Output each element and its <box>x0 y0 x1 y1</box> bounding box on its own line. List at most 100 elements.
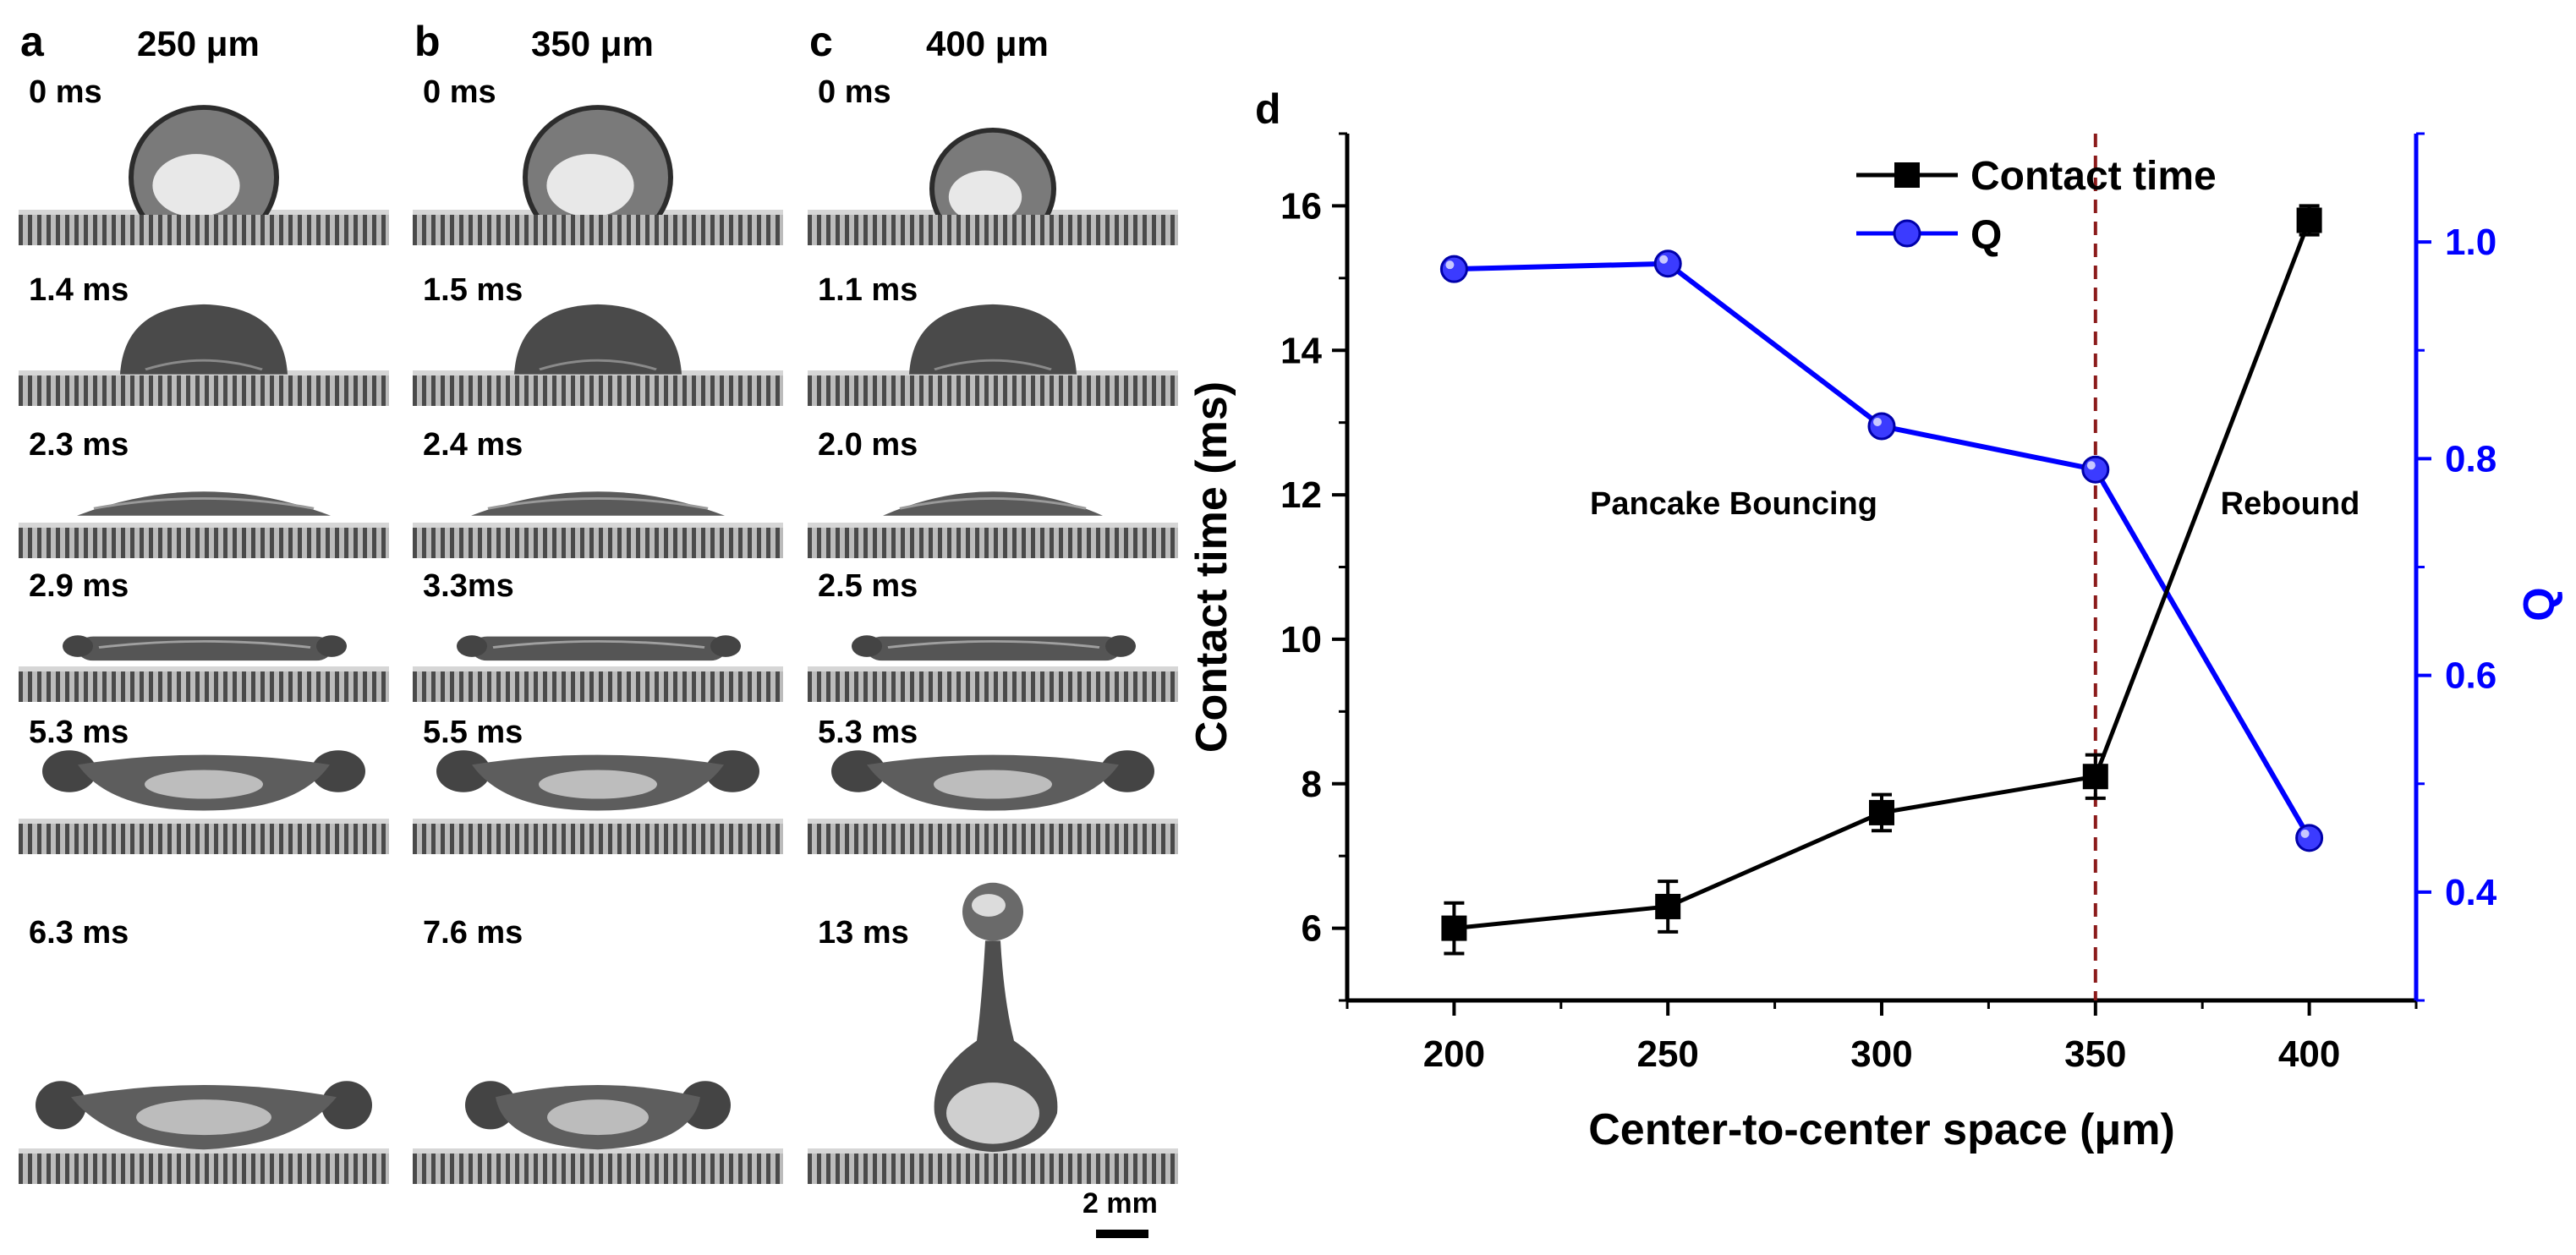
legend-q-marker <box>1893 219 1921 248</box>
time-label: 5.3 ms <box>29 715 129 750</box>
contact-time-data-point <box>1441 915 1467 941</box>
panel-letter-a: a <box>20 18 44 65</box>
time-label: 6.3 ms <box>29 915 129 951</box>
y2-tick-label: 0.6 <box>2445 655 2497 697</box>
droplet-frame <box>19 575 389 702</box>
substrate-pillars <box>808 528 1178 558</box>
panel-a-spacing-label: 250 μm <box>137 24 260 63</box>
droplet-frame <box>19 85 389 245</box>
legend-contact-time-marker <box>1894 162 1920 188</box>
time-label: 2.4 ms <box>423 427 523 463</box>
q-point-highlight <box>1659 255 1669 264</box>
q-data-point <box>1439 255 1468 283</box>
y-tick-label: 14 <box>1280 330 1322 371</box>
contact-time-data-point <box>2296 207 2322 233</box>
time-label: 2.5 ms <box>818 568 918 604</box>
droplet-image <box>36 1081 372 1150</box>
substrate-pillars <box>808 215 1178 245</box>
y2-tick-label: 1.0 <box>2445 222 2497 263</box>
substrate-pillars <box>413 824 783 854</box>
droplet-image <box>465 1081 731 1150</box>
droplet-frame <box>413 279 783 406</box>
scale-bar-label: 2 mm <box>1082 1187 1158 1219</box>
contact-time-data-point <box>2082 764 2108 790</box>
panel-b-spacing-label: 350 μm <box>531 24 654 63</box>
time-label: 3.3ms <box>423 568 514 604</box>
substrate-pillars <box>413 375 783 406</box>
substrate-pillars <box>808 824 1178 854</box>
time-label: 1.1 ms <box>818 272 918 308</box>
substrate-surface <box>808 666 1178 671</box>
substrate-pillars <box>413 1154 783 1184</box>
panel-c-spacing-label: 400 μm <box>926 24 1049 63</box>
time-label: 0 ms <box>29 74 102 110</box>
droplet-frame <box>413 431 783 558</box>
droplet-image <box>934 882 1058 1153</box>
q-data-point <box>2081 455 2110 484</box>
time-label: 2.0 ms <box>818 427 918 463</box>
droplet-image <box>63 635 347 661</box>
substrate-pillars <box>19 375 389 406</box>
x-tick-label: 250 <box>1636 1033 1698 1075</box>
time-label: 5.5 ms <box>423 715 523 750</box>
time-label: 0 ms <box>818 74 891 110</box>
droplet-frame <box>413 719 783 854</box>
droplet-frame <box>19 719 389 854</box>
droplet-image <box>929 128 1056 215</box>
substrate-surface <box>808 523 1178 528</box>
substrate-surface <box>808 819 1178 824</box>
substrate-pillars <box>413 671 783 702</box>
droplet-image <box>471 491 725 516</box>
substrate-surface <box>19 1148 389 1154</box>
substrate-surface <box>413 819 783 824</box>
droplet-image <box>457 635 741 661</box>
scale-bar <box>1096 1230 1148 1238</box>
droplet-image <box>77 491 331 516</box>
time-label: 5.3 ms <box>818 715 918 750</box>
substrate-surface <box>413 666 783 671</box>
rebound-label: Rebound <box>2221 486 2360 522</box>
x-tick-label: 300 <box>1850 1033 1912 1075</box>
substrate-pillars <box>413 215 783 245</box>
x-tick-label: 350 <box>2064 1033 2126 1075</box>
droplet-image <box>831 750 1154 811</box>
droplet-image <box>523 105 673 215</box>
legend-q-label: Q <box>1970 213 2002 258</box>
droplet-frame <box>19 431 389 558</box>
contact-time-data-point <box>1655 893 1681 919</box>
panel-letter-d: d <box>1255 85 1281 133</box>
droplet-frame <box>413 880 783 1184</box>
substrate-pillars <box>19 528 389 558</box>
substrate-pillars <box>19 824 389 854</box>
droplet-image <box>436 750 759 811</box>
substrate-pillars <box>808 375 1178 406</box>
time-label: 2.9 ms <box>29 568 129 604</box>
q-data-point <box>2295 824 2324 852</box>
substrate-surface <box>413 1148 783 1154</box>
substrate-surface <box>19 666 389 671</box>
droplet-frame <box>808 880 1178 1184</box>
droplet-image <box>120 304 288 375</box>
droplet-image <box>42 750 365 811</box>
droplet-frame <box>808 279 1178 406</box>
time-label: 2.3 ms <box>29 427 129 463</box>
y-tick-label: 12 <box>1280 474 1322 516</box>
x-axis-title: Center-to-center space (μm) <box>1588 1105 2175 1154</box>
y2-axis-title: Q <box>2515 587 2564 621</box>
droplet-frame <box>19 279 389 406</box>
substrate-pillars <box>19 1154 389 1184</box>
droplet-frame <box>413 85 783 245</box>
q-data-point <box>1867 412 1896 441</box>
q-point-highlight <box>1873 417 1882 426</box>
droplet-image <box>909 304 1077 375</box>
q-data-point <box>1653 249 1682 278</box>
y-axis-title: Contact time (ms) <box>1187 381 1236 753</box>
pancake-bouncing-label: Pancake Bouncing <box>1590 486 1877 522</box>
y2-tick-label: 0.8 <box>2445 438 2497 480</box>
time-label: 7.6 ms <box>423 915 523 951</box>
x-tick-label: 400 <box>2278 1033 2340 1075</box>
substrate-surface <box>19 523 389 528</box>
x-tick-label: 200 <box>1423 1033 1485 1075</box>
y-tick-label: 8 <box>1302 764 1322 805</box>
substrate-surface <box>19 819 389 824</box>
